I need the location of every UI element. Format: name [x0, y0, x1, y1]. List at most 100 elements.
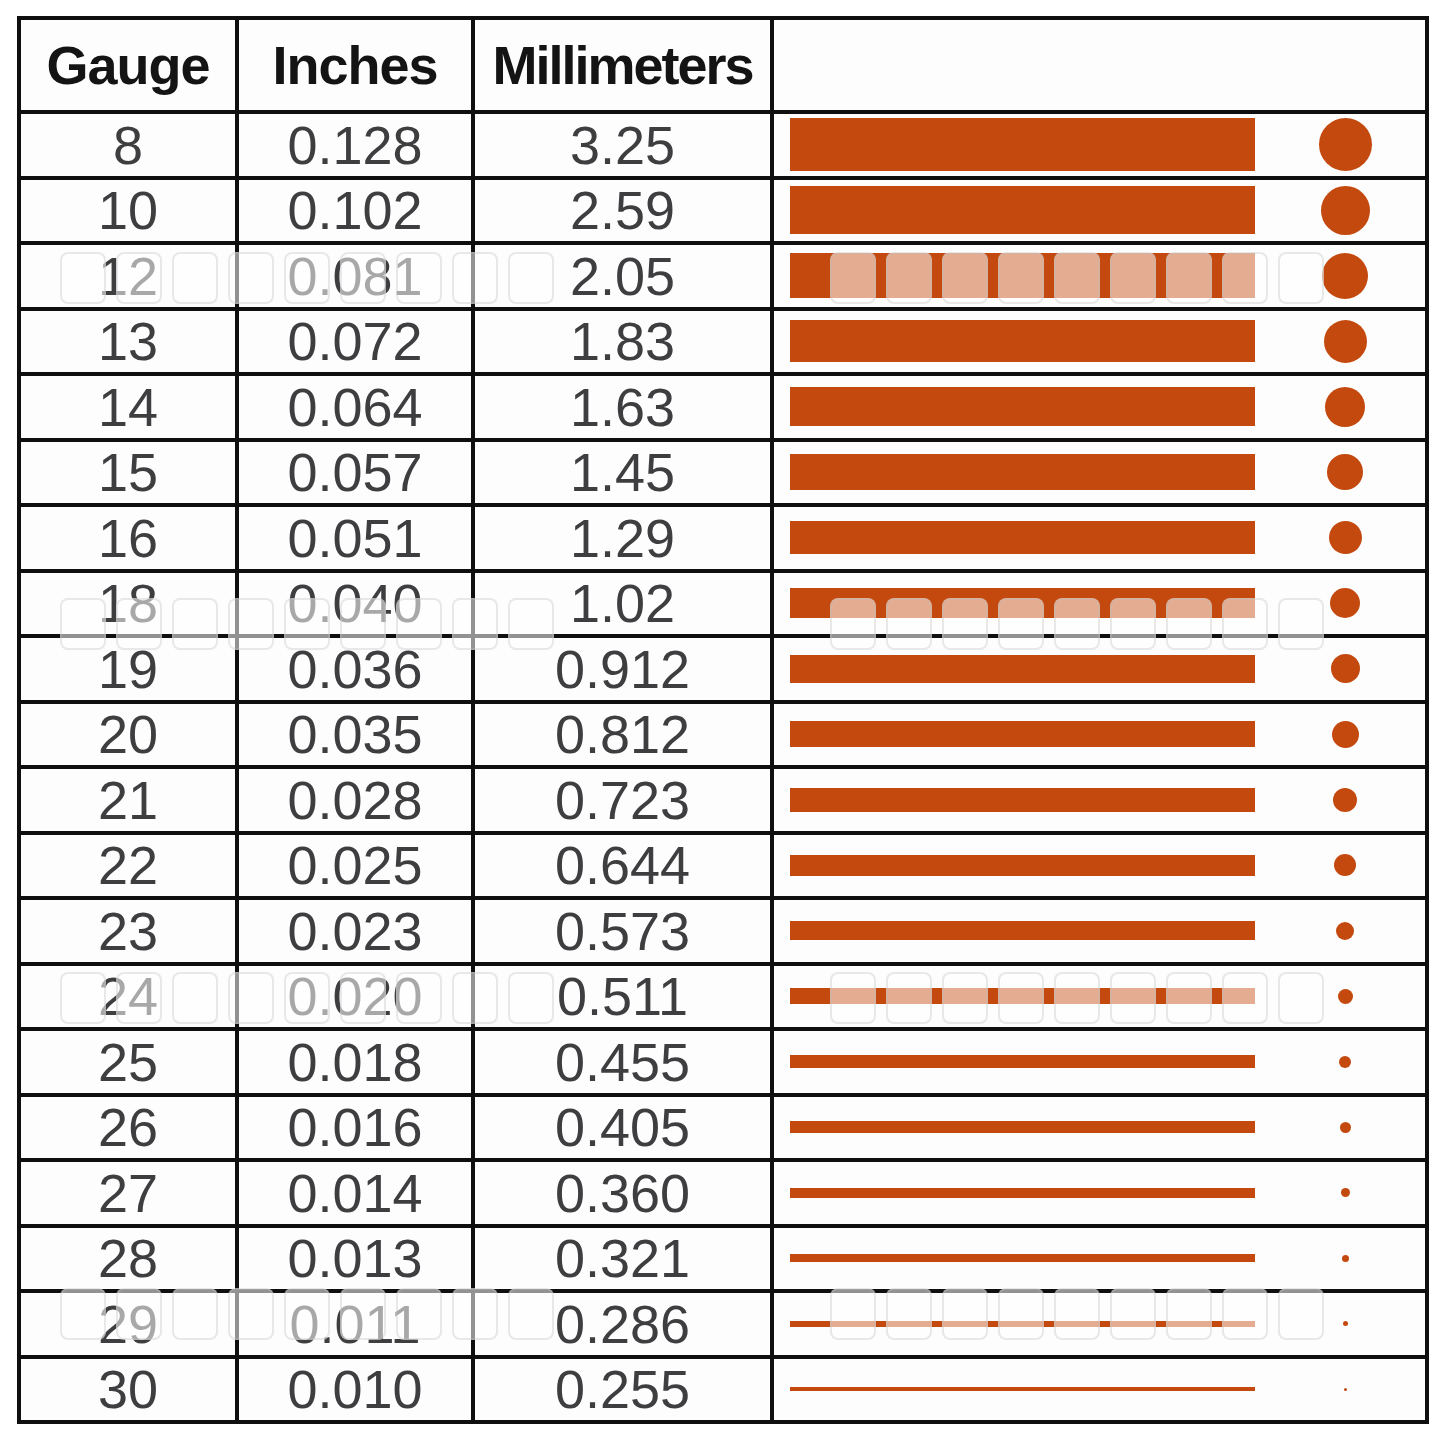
inches-value: 0.081	[239, 245, 475, 307]
wire-dot-slot	[1255, 1056, 1425, 1068]
wire-dot-slot	[1255, 1388, 1425, 1391]
inches-value: 0.102	[239, 180, 475, 242]
mm-value: 0.723	[475, 769, 774, 831]
wire-diameter-dot	[1332, 721, 1359, 748]
wire-dot-slot	[1255, 654, 1425, 683]
gauge-value: 18	[21, 573, 239, 635]
mm-value: 0.912	[475, 638, 774, 700]
wire-diameter-dot	[1342, 1255, 1349, 1262]
wire-diameter-dot	[1331, 654, 1360, 683]
table-row: 13 0.072 1.83	[21, 311, 1425, 377]
table-row: 8 0.128 3.25	[21, 114, 1425, 180]
mm-value: 0.455	[475, 1031, 774, 1093]
inches-value: 0.028	[239, 769, 475, 831]
wire-diameter-dot	[1321, 186, 1370, 235]
wire-thickness-bar	[790, 186, 1255, 234]
wire-diameter-dot	[1339, 1056, 1351, 1068]
gauge-value: 25	[21, 1031, 239, 1093]
wire-dot-slot	[1255, 854, 1425, 876]
gauge-value: 23	[21, 900, 239, 962]
wire-size-visual-cell	[774, 1031, 1425, 1093]
table-row: 14 0.064 1.63	[21, 376, 1425, 442]
wire-thickness-bar	[790, 1188, 1255, 1198]
wire-thickness-bar	[790, 1321, 1255, 1327]
wire-thickness-bar	[790, 320, 1255, 362]
table-row: 15 0.057 1.45	[21, 442, 1425, 508]
wire-thickness-bar	[790, 655, 1255, 683]
mm-value: 0.360	[475, 1162, 774, 1224]
wire-dot-slot	[1255, 1122, 1425, 1133]
inches-value: 0.072	[239, 311, 475, 373]
column-header-visual	[774, 20, 1425, 110]
inches-value: 0.016	[239, 1097, 475, 1159]
wire-size-visual-cell	[774, 245, 1425, 307]
wire-size-visual-cell	[774, 638, 1425, 700]
wire-size-visual-cell	[774, 507, 1425, 569]
wire-thickness-bar	[790, 788, 1255, 812]
mm-value: 1.45	[475, 442, 774, 504]
wire-dot-slot	[1255, 253, 1425, 299]
wire-dot-slot	[1255, 320, 1425, 363]
gauge-table: Gauge Inches Millimeters 8 0.128 3.25 10…	[17, 16, 1429, 1424]
mm-value: 1.83	[475, 311, 774, 373]
gauge-value: 12	[21, 245, 239, 307]
wire-size-visual-cell	[774, 1162, 1425, 1224]
mm-value: 0.255	[475, 1359, 774, 1421]
table-row: 24 0.020 0.511	[21, 966, 1425, 1032]
table-row: 20 0.035 0.812	[21, 704, 1425, 770]
wire-size-visual-cell	[774, 1228, 1425, 1290]
gauge-value: 16	[21, 507, 239, 569]
table-row: 27 0.014 0.360	[21, 1162, 1425, 1228]
wire-thickness-bar	[790, 1055, 1255, 1068]
wire-dot-slot	[1255, 788, 1425, 812]
inches-value: 0.018	[239, 1031, 475, 1093]
gauge-value: 30	[21, 1359, 239, 1421]
wire-diameter-dot	[1341, 1188, 1350, 1197]
wire-thickness-bar	[790, 454, 1255, 490]
wire-dot-slot	[1255, 454, 1425, 490]
wire-size-visual-cell	[774, 1293, 1425, 1355]
inches-value: 0.023	[239, 900, 475, 962]
mm-value: 2.05	[475, 245, 774, 307]
wire-diameter-dot	[1340, 1122, 1351, 1133]
wire-thickness-bar	[790, 1121, 1255, 1133]
mm-value: 0.286	[475, 1293, 774, 1355]
table-row: 22 0.025 0.644	[21, 835, 1425, 901]
mm-value: 3.25	[475, 114, 774, 176]
wire-dot-slot	[1255, 989, 1425, 1004]
wire-gauge-chart: Gauge Inches Millimeters 8 0.128 3.25 10…	[0, 0, 1445, 1445]
gauge-value: 19	[21, 638, 239, 700]
wire-size-visual-cell	[774, 573, 1425, 635]
wire-size-visual-cell	[774, 835, 1425, 897]
table-row: 28 0.013 0.321	[21, 1228, 1425, 1294]
inches-value: 0.025	[239, 835, 475, 897]
wire-dot-slot	[1255, 1255, 1425, 1262]
wire-size-visual-cell	[774, 376, 1425, 438]
table-row: 26 0.016 0.405	[21, 1097, 1425, 1163]
gauge-value: 28	[21, 1228, 239, 1290]
gauge-value: 26	[21, 1097, 239, 1159]
wire-size-visual-cell	[774, 704, 1425, 766]
table-row: 25 0.018 0.455	[21, 1031, 1425, 1097]
wire-dot-slot	[1255, 588, 1425, 618]
wire-size-visual-cell	[774, 1097, 1425, 1159]
table-row: 18 0.040 1.02	[21, 573, 1425, 639]
wire-dot-slot	[1255, 186, 1425, 235]
wire-diameter-dot	[1329, 521, 1362, 554]
table-row: 29 0.011 0.286	[21, 1293, 1425, 1359]
table-row: 19 0.036 0.912	[21, 638, 1425, 704]
wire-dot-slot	[1255, 118, 1425, 171]
mm-value: 1.63	[475, 376, 774, 438]
mm-value: 0.321	[475, 1228, 774, 1290]
mm-value: 2.59	[475, 180, 774, 242]
mm-value: 1.02	[475, 573, 774, 635]
table-row: 30 0.010 0.255	[21, 1359, 1425, 1421]
column-header-millimeters: Millimeters	[475, 20, 774, 110]
wire-size-visual-cell	[774, 966, 1425, 1028]
wire-thickness-bar	[790, 387, 1255, 426]
wire-dot-slot	[1255, 521, 1425, 554]
wire-thickness-bar	[790, 521, 1255, 554]
table-row: 16 0.051 1.29	[21, 507, 1425, 573]
wire-size-visual-cell	[774, 1359, 1425, 1421]
wire-diameter-dot	[1344, 1388, 1347, 1391]
